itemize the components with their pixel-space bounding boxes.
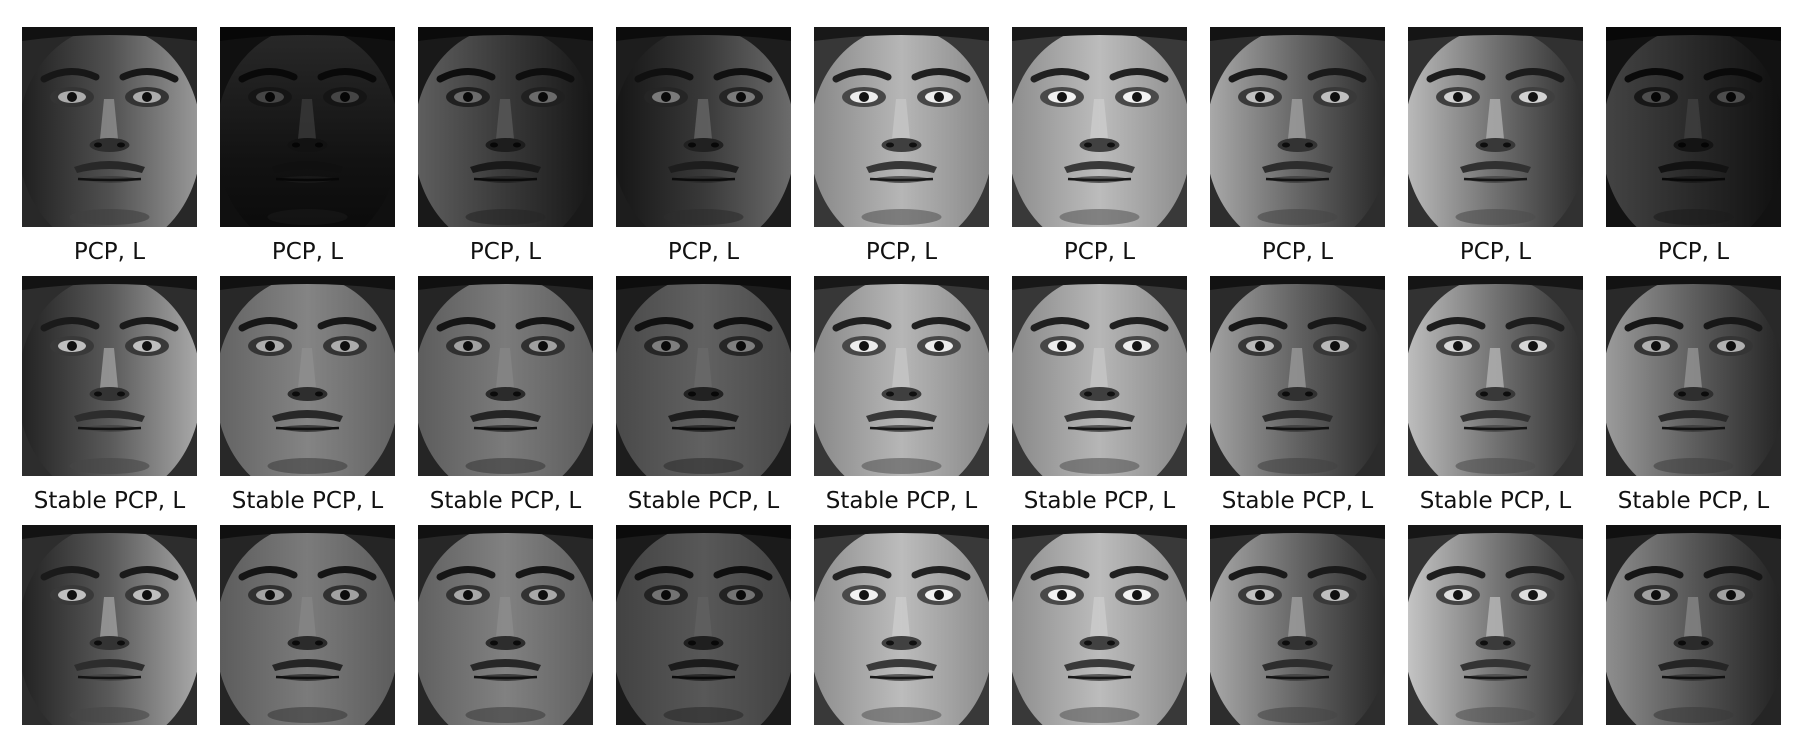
face-image-graphic [1012, 27, 1187, 227]
face-image-graphic [814, 525, 989, 725]
face-image [814, 276, 989, 476]
face-image-graphic [616, 525, 791, 725]
image-caption: Stable PCP, L [429, 488, 582, 514]
face-image-graphic [22, 276, 197, 476]
face-image-graphic [418, 27, 593, 227]
face-image [1606, 27, 1781, 227]
face-image [418, 276, 593, 476]
image-caption: Stable PCP, L [1419, 488, 1572, 514]
image-caption: Stable PCP, L [1221, 488, 1374, 514]
face-image-graphic [1606, 27, 1781, 227]
face-image-graphic [418, 276, 593, 476]
face-image [814, 525, 989, 725]
face-image-graphic [814, 27, 989, 227]
image-caption: PCP, L [1657, 239, 1730, 265]
face-image-graphic [1606, 276, 1781, 476]
face-image-graphic [616, 276, 791, 476]
image-caption: PCP, L [1261, 239, 1334, 265]
face-image-graphic [220, 27, 395, 227]
face-image [814, 27, 989, 227]
face-image-graphic [1210, 27, 1385, 227]
image-caption: Stable PCP, L [1023, 488, 1176, 514]
image-caption: PCP, L [73, 239, 146, 265]
face-image [418, 27, 593, 227]
face-image-graphic [1408, 525, 1583, 725]
face-image-graphic [1210, 525, 1385, 725]
face-image [418, 525, 593, 725]
face-image-graphic [1408, 276, 1583, 476]
face-image-graphic [1012, 276, 1187, 476]
image-caption: Stable PCP, L [33, 488, 186, 514]
image-caption: PCP, L [1063, 239, 1136, 265]
image-caption: Stable PCP, L [627, 488, 780, 514]
face-image [220, 525, 395, 725]
face-image [22, 27, 197, 227]
face-image [1408, 525, 1583, 725]
face-image-graphic [220, 525, 395, 725]
face-image-graphic [616, 27, 791, 227]
face-image-graphic [1408, 27, 1583, 227]
image-caption: PCP, L [469, 239, 542, 265]
image-caption: PCP, L [865, 239, 938, 265]
face-image [1408, 27, 1583, 227]
face-image-graphic [1012, 525, 1187, 725]
face-image [1210, 276, 1385, 476]
face-image-graphic [1606, 525, 1781, 725]
face-image-graphic [22, 525, 197, 725]
face-image [1012, 525, 1187, 725]
face-image [1210, 27, 1385, 227]
face-image [22, 525, 197, 725]
image-caption: PCP, L [1459, 239, 1532, 265]
face-image [22, 276, 197, 476]
face-image-graphic [814, 276, 989, 476]
image-caption: Stable PCP, L [1617, 488, 1770, 514]
face-image-graphic [220, 276, 395, 476]
face-image [220, 27, 395, 227]
image-caption: Stable PCP, L [231, 488, 384, 514]
face-image [1210, 525, 1385, 725]
face-image-graphic [1210, 276, 1385, 476]
face-image [616, 525, 791, 725]
face-image [1408, 276, 1583, 476]
image-caption: PCP, L [271, 239, 344, 265]
face-image [1012, 276, 1187, 476]
image-caption: PCP, L [667, 239, 740, 265]
face-image [1012, 27, 1187, 227]
face-image-graphic [22, 27, 197, 227]
image-caption: Stable PCP, L [825, 488, 978, 514]
face-image-graphic [418, 525, 593, 725]
face-image [1606, 525, 1781, 725]
face-image [616, 276, 791, 476]
face-image [616, 27, 791, 227]
face-image [1606, 276, 1781, 476]
face-image [220, 276, 395, 476]
